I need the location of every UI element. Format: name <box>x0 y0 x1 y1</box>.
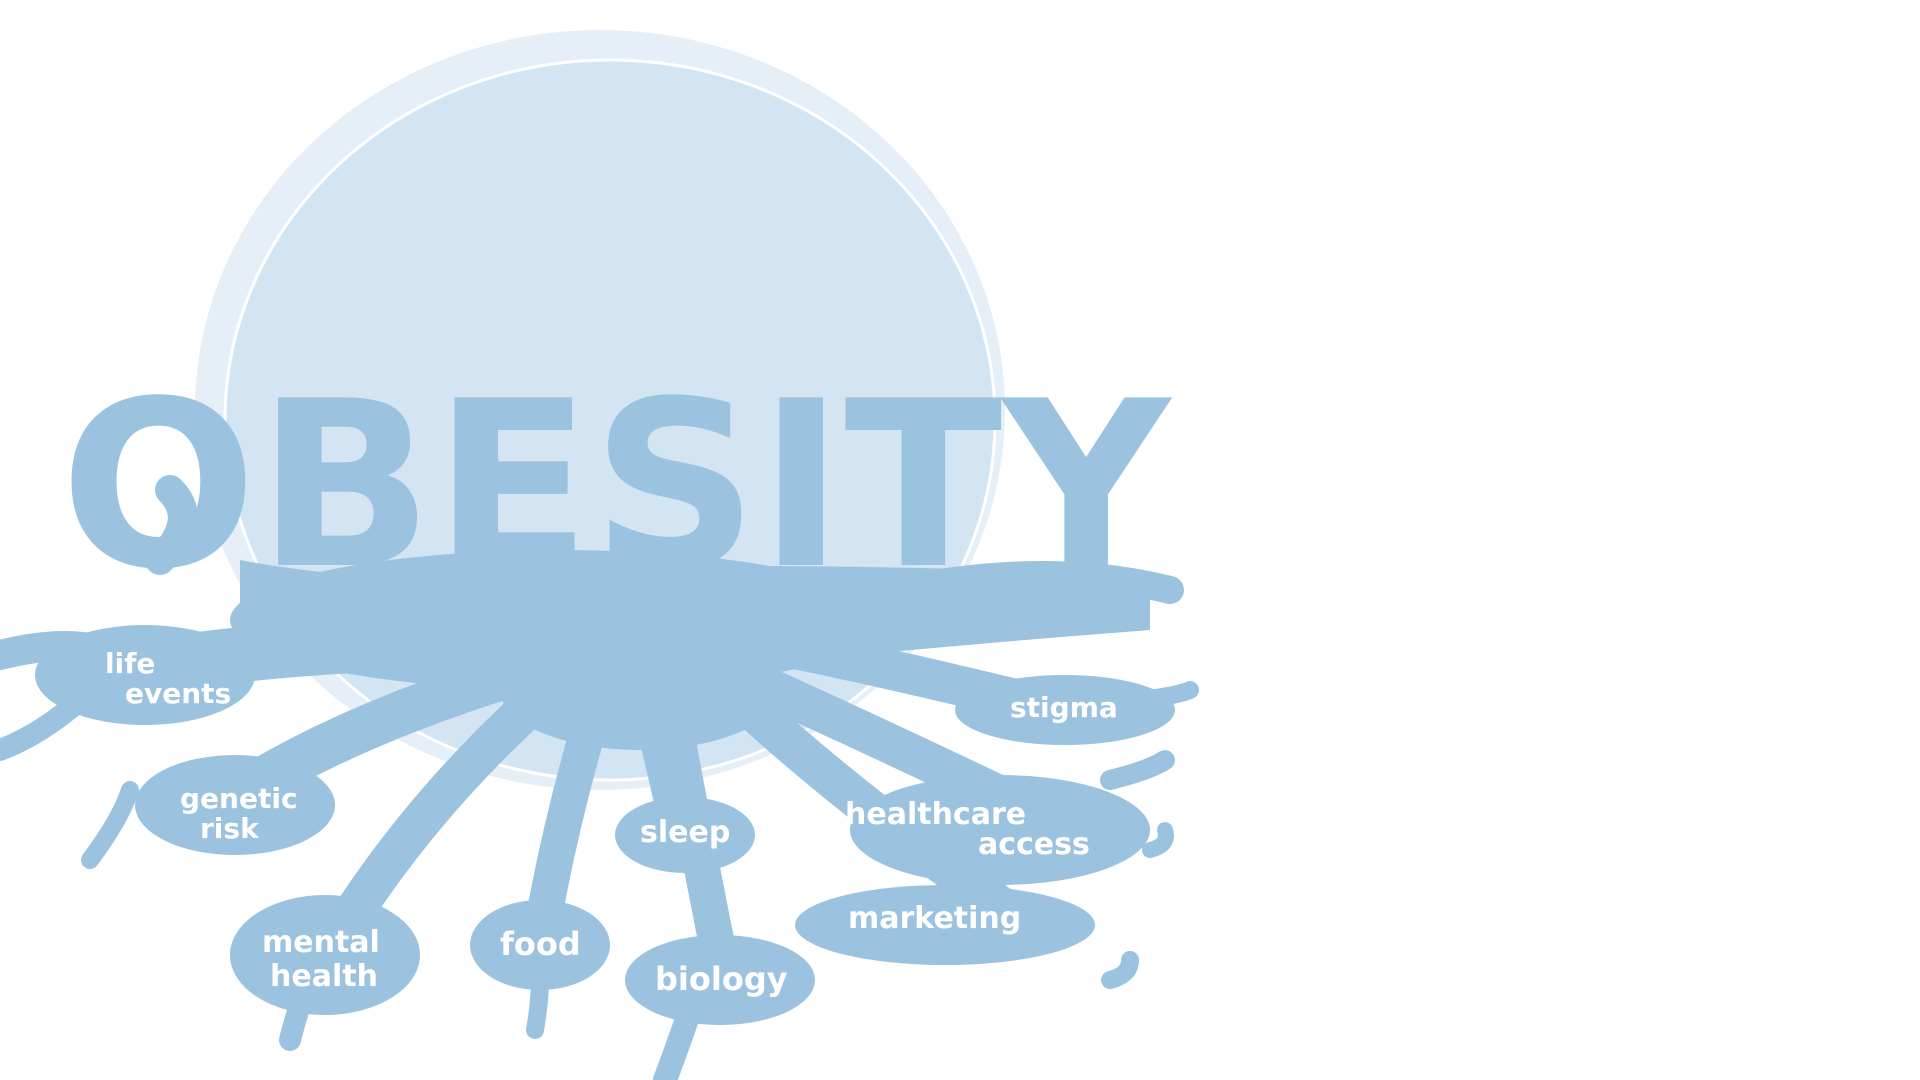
label-mental-health-line2: health <box>270 959 378 994</box>
label-life-events-line1: life <box>105 647 155 680</box>
label-biology: biology <box>655 960 788 998</box>
label-genetic-risk-line1: genetic <box>180 782 298 815</box>
label-life-events-line2: events <box>125 677 231 710</box>
root-labels: life events genetic risk mental health f… <box>105 647 1118 998</box>
label-food: food <box>500 925 581 963</box>
title-text: OBESITY <box>60 353 1172 620</box>
label-marketing: marketing <box>848 901 1021 936</box>
label-genetic-risk-line2: risk <box>200 812 260 845</box>
label-healthcare-access-line1: healthcare <box>845 797 1026 832</box>
label-healthcare-access-line2: access <box>978 827 1090 862</box>
root-system <box>0 475 1199 1080</box>
label-sleep: sleep <box>640 815 730 850</box>
label-stigma: stigma <box>1010 691 1118 724</box>
label-mental-health-line1: mental <box>262 925 380 960</box>
